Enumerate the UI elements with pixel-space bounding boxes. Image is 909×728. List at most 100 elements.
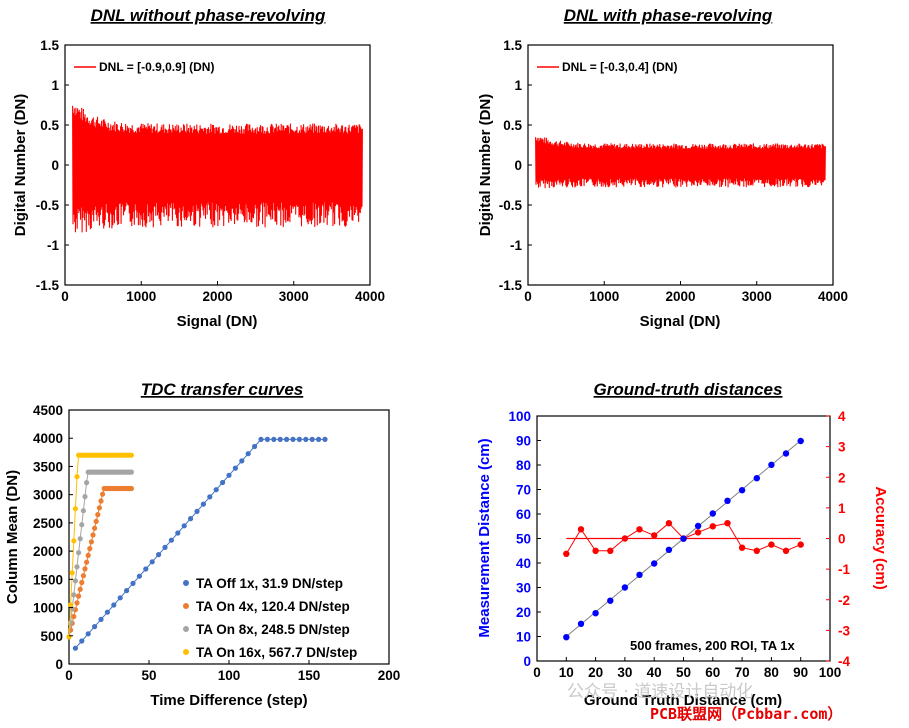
tdc-ytick-label: 3000 (33, 488, 63, 503)
tdc-point (220, 479, 226, 486)
ground-truth-accuracy-point (782, 547, 790, 554)
dnl-without-ylabel: Digital Number (DN) (12, 94, 29, 237)
ground-truth-measurement-point (577, 620, 585, 627)
ground-truth-ytick-label: 30 (516, 581, 531, 596)
tdc-point (84, 480, 90, 486)
tdc-point (245, 451, 251, 457)
tdc-point (104, 609, 110, 615)
tdc-point (69, 570, 75, 576)
ground-truth-ytick-label: 100 (508, 409, 531, 424)
dnl-without-xtick-label: 2000 (202, 289, 232, 304)
tdc-axes: 0 50 100 150 200 4500 4000 3500 3000 2500 2000 1500… (33, 403, 400, 683)
tdc-point (277, 436, 283, 442)
dnl-with-series (535, 137, 826, 189)
tdc-point (84, 559, 90, 565)
ground-truth-xtick-label: 100 (819, 665, 842, 680)
tdc-ytick-label: 2500 (33, 516, 63, 531)
ground-truth-axes: 0 10 20 30 40 50 60 70 80 90 100100908070605040302… (508, 409, 850, 680)
ground-truth-ylabel: Measurement Distance (cm) (476, 438, 493, 637)
dnl-without-ytick-label: 1 (51, 78, 59, 93)
ground-truth-measurement-point (607, 597, 614, 604)
tdc-point (181, 523, 187, 529)
dnl-without-xtick-label: 1000 (126, 289, 156, 304)
tdc-point (271, 436, 277, 442)
tdc-point (322, 436, 328, 442)
tdc-legend-label-2: TA On 4x, 120.4 DN/step (196, 599, 350, 614)
tdc-point (128, 469, 134, 475)
tdc-ytick-label: 4500 (33, 403, 63, 418)
tdc-point (149, 559, 155, 565)
tdc-point (168, 537, 174, 543)
tdc-point (71, 613, 77, 620)
dnl-without-ytick-label: -0.5 (36, 198, 60, 213)
dnl-with-ytick-label: -0.5 (499, 198, 523, 213)
ground-truth-measurement-point (797, 437, 804, 445)
ground-truth-accuracy-point (651, 532, 658, 539)
ground-truth-accuracy-point (709, 523, 716, 530)
ground-truth-title: Ground-truth distances (594, 380, 783, 399)
ground-truth-xlabel: Ground Truth Distance (cm) (584, 692, 782, 709)
tdc-panel: TDC transfer curves TA Off 1x, 31.9 DN/s… (4, 380, 400, 709)
ground-truth-measurement-point (738, 487, 746, 494)
ground-truth-y2tick-label: 3 (838, 440, 846, 455)
ground-truth-accuracy-point (592, 547, 599, 554)
tdc-point (95, 511, 101, 518)
tdc-legend-marker-1 (183, 580, 189, 586)
tdc-xtick-label: 0 (65, 668, 73, 683)
tdc-xtick-label: 200 (378, 668, 401, 683)
dnl-with-ytick-label: 0.5 (503, 118, 522, 133)
tdc-ytick-label: 1500 (33, 572, 63, 587)
tdc-title: TDC transfer curves (141, 380, 304, 399)
tdc-point (82, 566, 88, 572)
tdc-series-line-1 (75, 438, 325, 649)
ground-truth-ytick-label: 20 (516, 605, 531, 620)
tdc-point (258, 436, 264, 442)
tdc-point (74, 564, 80, 570)
dnl-without-xlabel: Signal (DN) (177, 313, 258, 330)
ground-truth-annotation: 500 frames, 200 ROI, TA 1x (630, 638, 796, 653)
dnl-without-panel: DNL without phase-revolving DNL = [-0.9,… (12, 6, 385, 330)
ground-truth-ytick-label: 0 (523, 654, 531, 669)
dnl_with-line (535, 137, 826, 189)
ground-truth-ytick-label: 40 (516, 556, 531, 571)
ground-truth-measurement-point (768, 461, 775, 468)
tdc-point (100, 491, 106, 497)
tdc-ytick-label: 1000 (33, 601, 63, 616)
dnl-without-ytick-label: 1.5 (40, 38, 59, 53)
ground-truth-measurement-point (694, 522, 702, 530)
dnl_without-line (72, 105, 363, 233)
ground-truth-measurement-point (709, 510, 716, 517)
dnl-without-xtick-label: 3000 (279, 289, 309, 304)
tdc-point (136, 573, 142, 579)
tdc-point (79, 638, 85, 644)
tdc-point (79, 522, 85, 528)
ground-truth-ytick-label: 10 (516, 630, 531, 645)
tdc-point (93, 518, 99, 525)
tdc-point (309, 436, 315, 442)
dnl-with-xtick-label: 0 (524, 289, 532, 304)
ground-truth-xtick-label: 30 (617, 665, 632, 680)
ground-truth-accuracy-point (768, 541, 775, 548)
watermark-site: PCB联盟网（Pcbbar.com） (650, 705, 842, 723)
tdc-point (90, 532, 96, 538)
dnl-with-xtick-label: 3000 (742, 289, 772, 304)
dnl-with-ylabel: Digital Number (DN) (477, 94, 494, 237)
ground-truth-measurement-point (636, 571, 643, 578)
tdc-legend-marker-4 (183, 649, 189, 655)
tdc-point (72, 645, 78, 651)
ground-truth-y2tick-label: 4 (838, 409, 846, 424)
ground-truth-measurement-point (724, 497, 731, 504)
tdc-point (77, 536, 83, 542)
ground-truth-ytick-label: 80 (516, 458, 531, 473)
tdc-point (156, 552, 162, 558)
dnl-without-ytick-label: 0 (51, 158, 59, 173)
tdc-point (111, 602, 117, 608)
dnl-with-ytick-label: -1.5 (499, 278, 523, 293)
dnl-with-legend: DNL = [-0.3,0.4] (DN) (562, 60, 677, 74)
ground-truth-accuracy-point (607, 547, 614, 554)
tdc-point (71, 538, 77, 544)
tdc-point (74, 600, 80, 606)
ground-truth-xtick-label: 70 (735, 665, 750, 680)
tdc-xtick-label: 50 (141, 668, 156, 683)
tdc-point (316, 436, 322, 442)
